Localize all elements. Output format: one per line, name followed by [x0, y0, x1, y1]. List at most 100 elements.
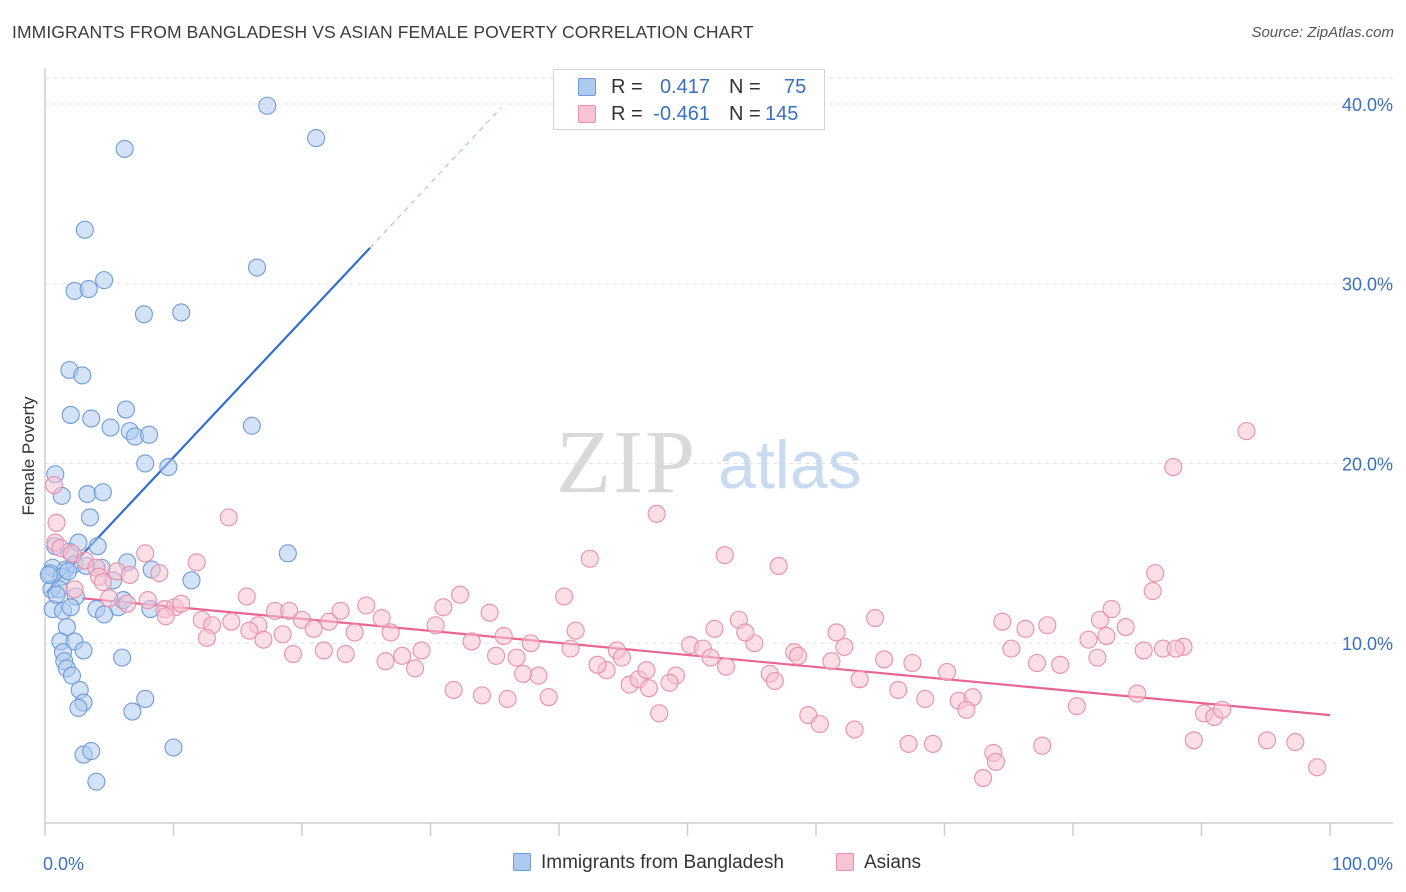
point-asians — [172, 594, 191, 613]
y-axis-title: Female Poverty — [19, 396, 38, 516]
point-asians — [850, 670, 869, 689]
point-asians — [507, 648, 526, 667]
point-asians — [1038, 616, 1057, 635]
point-asians — [1067, 697, 1086, 716]
point-asians — [765, 671, 784, 691]
point-bangladesh — [62, 666, 82, 685]
point-asians — [480, 603, 499, 622]
point-asians — [810, 715, 829, 734]
point-asians — [273, 625, 292, 644]
point-asians — [1016, 619, 1035, 638]
point-asians — [472, 686, 491, 705]
point-asians — [462, 632, 481, 651]
point-asians — [660, 673, 679, 692]
point-asians — [1164, 458, 1183, 477]
point-asians — [1079, 630, 1098, 649]
legend-label-asians: Asians — [864, 852, 922, 873]
point-asians — [451, 585, 470, 604]
point-bangladesh — [172, 303, 191, 322]
point-asians — [1257, 731, 1277, 750]
point-asians — [705, 619, 724, 638]
point-bangladesh — [182, 571, 201, 590]
point-asians — [237, 587, 256, 606]
legend-row-bangladesh: R = 0.417 N = 75 — [554, 75, 824, 101]
point-asians — [444, 680, 463, 700]
point-asians — [889, 680, 908, 700]
legend-row-asians: R = -0.461 N = 145 — [554, 102, 824, 128]
point-asians — [406, 659, 425, 678]
point-asians — [136, 544, 155, 563]
point-asians — [835, 637, 854, 656]
point-asians — [376, 652, 395, 671]
point-asians — [1184, 731, 1203, 750]
legend-label-bangladesh: Immigrants from Bangladesh — [541, 852, 784, 873]
point-bangladesh — [247, 258, 267, 277]
point-asians — [580, 549, 599, 568]
point-asians — [1308, 758, 1327, 777]
point-asians — [426, 616, 445, 635]
point-asians — [875, 650, 894, 669]
point-asians — [588, 655, 607, 674]
source-label: Source: ZipAtlas.com — [1251, 24, 1394, 41]
point-bangladesh — [61, 598, 80, 617]
point-asians — [1027, 653, 1047, 673]
point-asians — [769, 556, 788, 575]
point-asians — [393, 646, 412, 665]
point-asians — [916, 689, 935, 709]
point-asians — [434, 598, 453, 617]
point-asians — [1116, 618, 1135, 637]
data-points — [39, 96, 1327, 791]
point-asians — [637, 661, 656, 680]
point-asians — [372, 609, 391, 628]
legend-item-asians[interactable]: Asians — [836, 852, 921, 874]
point-asians — [639, 679, 659, 698]
point-bangladesh — [95, 271, 114, 290]
point-bangladesh — [136, 689, 155, 709]
point-bangladesh — [113, 648, 132, 667]
point-asians — [100, 589, 119, 608]
point-asians — [222, 612, 241, 631]
point-bangladesh — [69, 698, 88, 718]
point-asians — [47, 513, 66, 532]
point-asians — [283, 644, 303, 664]
legend-item-bangladesh[interactable]: Immigrants from Bangladesh — [513, 852, 784, 874]
point-asians — [866, 609, 885, 628]
point-asians — [986, 752, 1005, 771]
point-bangladesh — [39, 565, 58, 584]
point-bangladesh — [61, 405, 80, 424]
point-asians — [494, 626, 513, 646]
point-asians — [357, 596, 376, 615]
legend-n-value: 145 — [765, 103, 799, 125]
point-asians — [1088, 648, 1107, 667]
point-bangladesh — [82, 409, 101, 428]
series-legend: Immigrants from Bangladesh Asians — [0, 852, 1406, 878]
point-asians — [529, 666, 548, 685]
point-bangladesh — [116, 400, 136, 419]
point-asians — [788, 646, 808, 665]
point-asians — [44, 475, 64, 495]
point-asians — [822, 652, 841, 671]
point-asians — [319, 612, 339, 631]
point-asians — [498, 689, 517, 709]
point-asians — [345, 623, 364, 642]
tick-labels: 10.0% 20.0% 30.0% 40.0% 0.0% 100.0% Female Pov… — [19, 95, 1393, 874]
point-asians — [1286, 733, 1305, 752]
point-bangladesh — [115, 139, 134, 158]
watermark-atlas: atlas — [718, 427, 862, 503]
legend-r-label: R = — [611, 76, 643, 98]
point-bangladesh — [47, 585, 66, 604]
point-asians — [647, 504, 666, 523]
y-tick-label: 10.0% — [1342, 634, 1393, 654]
point-asians — [187, 553, 206, 572]
point-asians — [650, 704, 669, 723]
point-asians — [65, 580, 84, 599]
x-tick-label: 0.0% — [43, 854, 84, 874]
point-asians — [1166, 639, 1185, 658]
point-asians — [1134, 641, 1153, 660]
legend-swatch-bangladesh — [513, 853, 531, 871]
point-asians — [1213, 700, 1232, 719]
y-tick-label: 20.0% — [1342, 454, 1393, 474]
point-bangladesh — [123, 702, 142, 721]
point-asians — [715, 546, 734, 565]
